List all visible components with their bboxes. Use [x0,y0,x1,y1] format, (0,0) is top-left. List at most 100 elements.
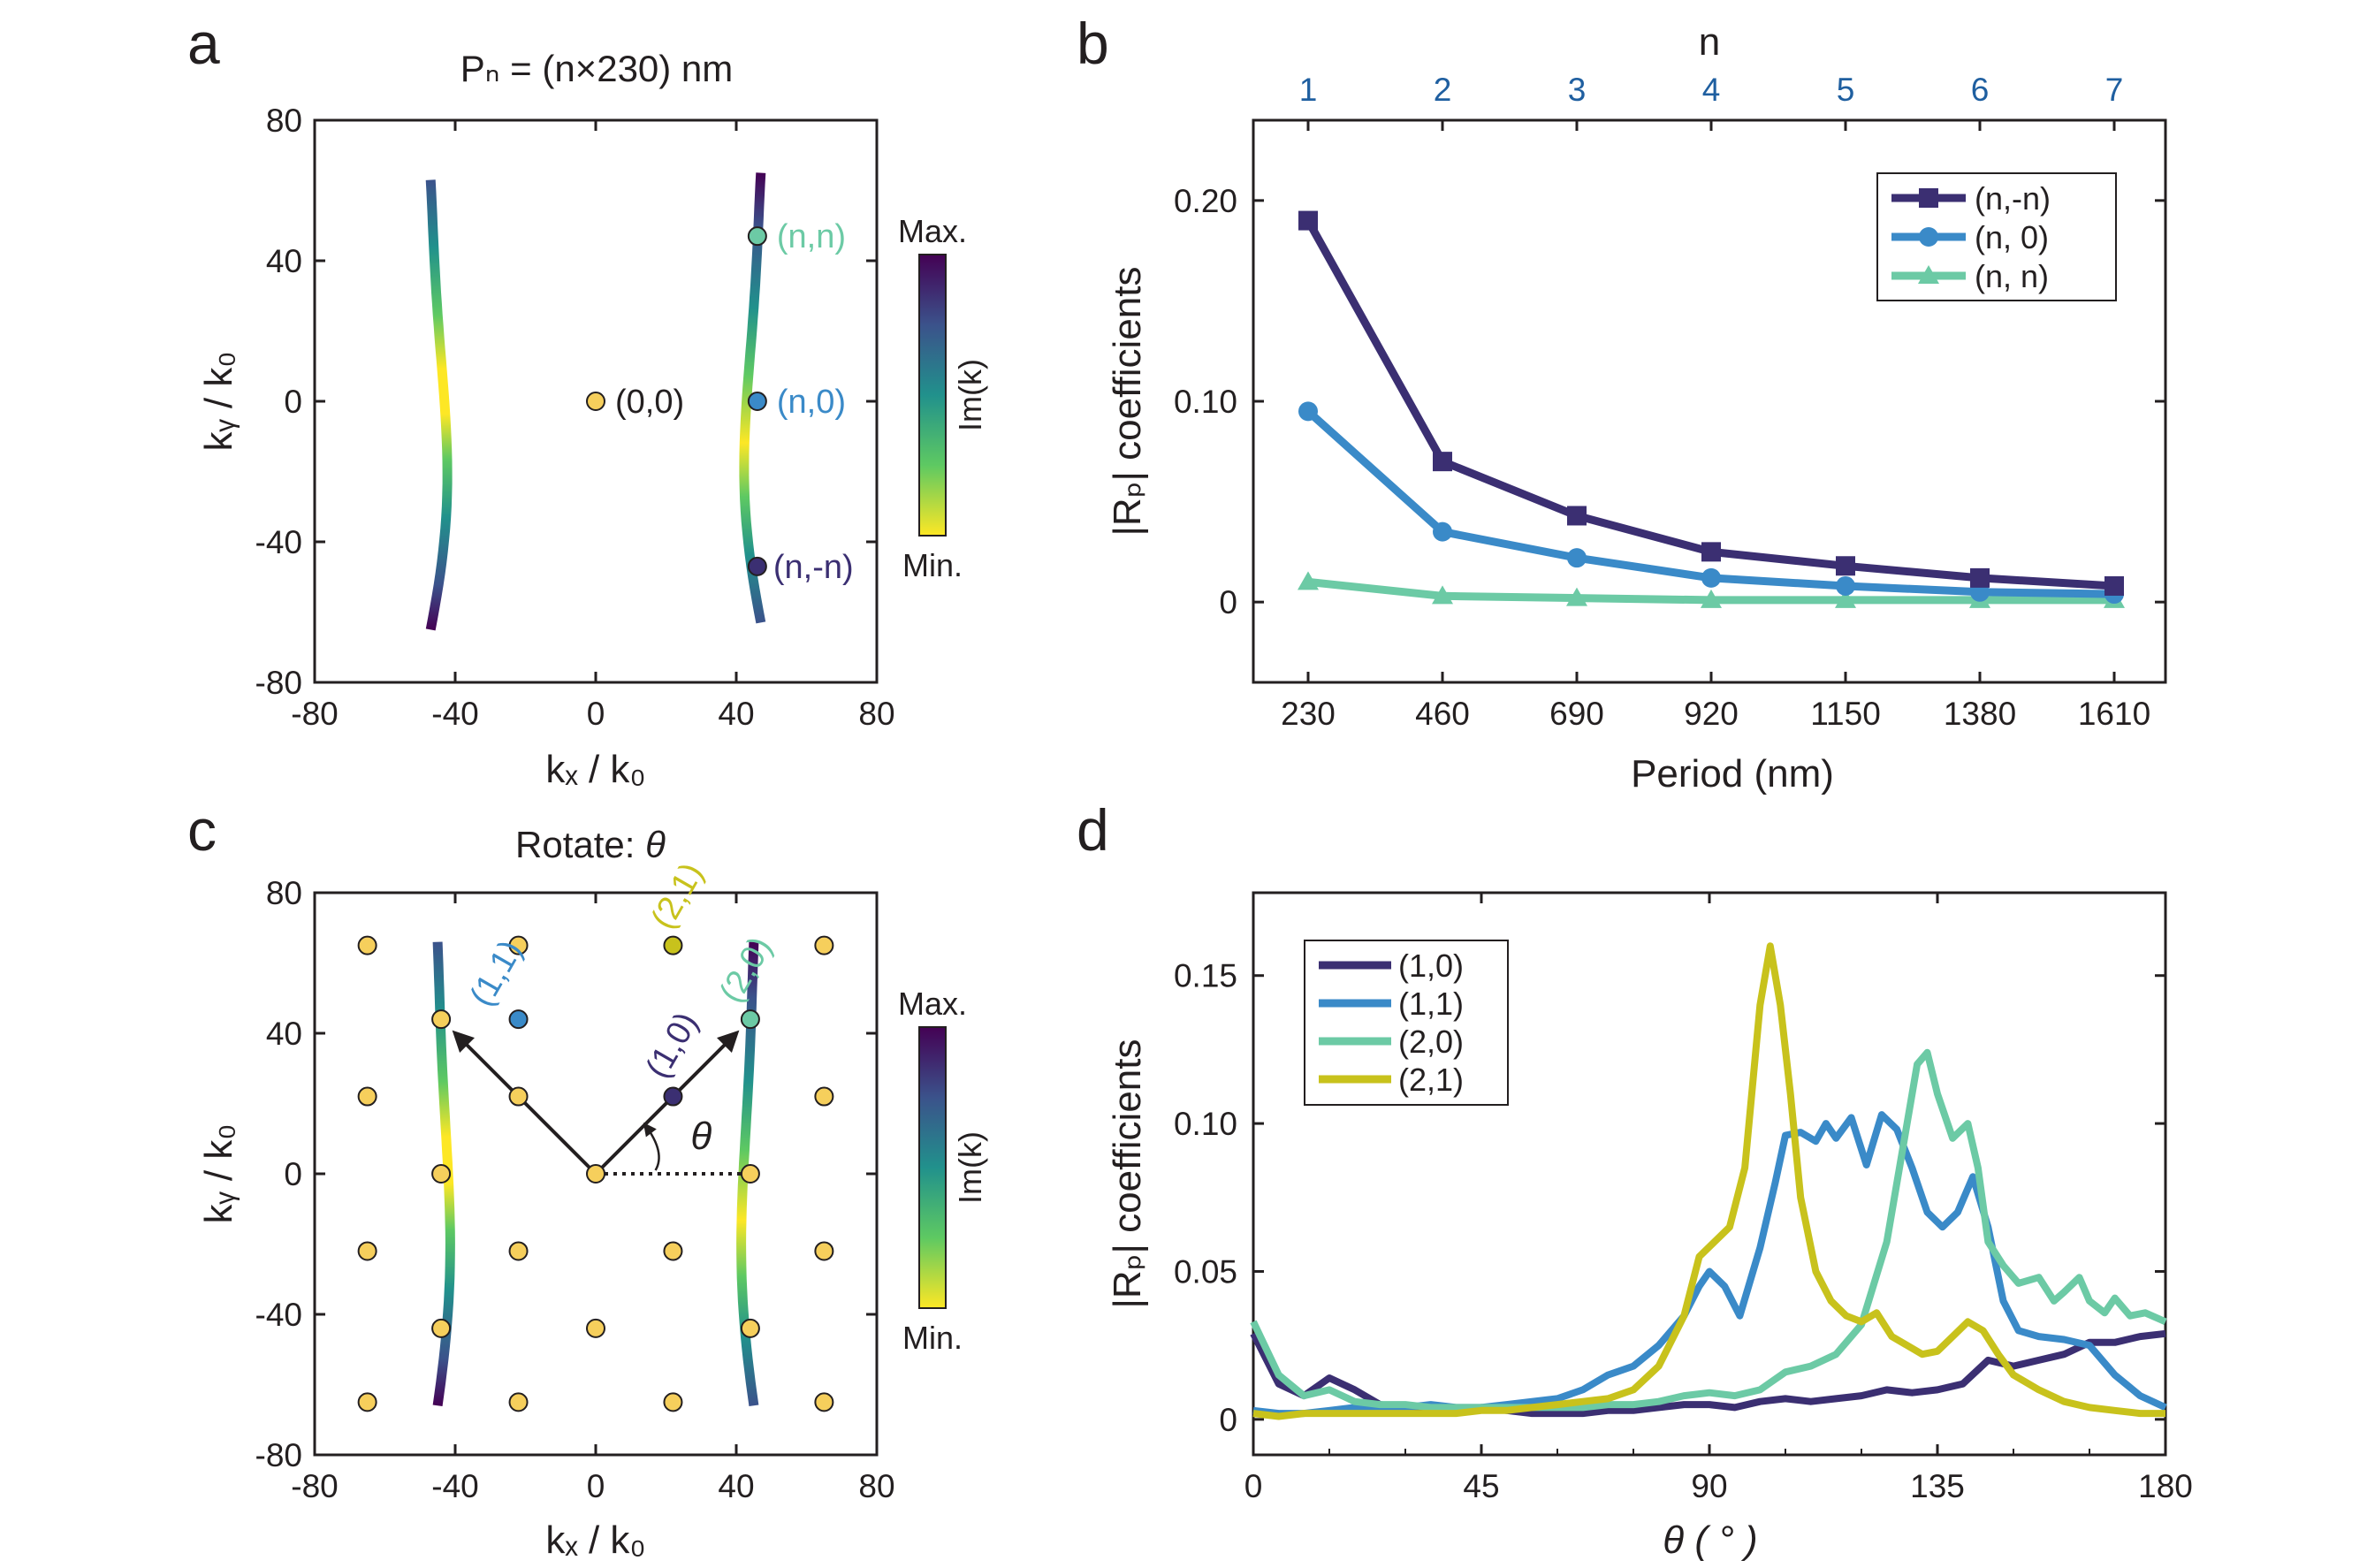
a-x-tick-label: 80 [858,696,894,732]
panel-b-marker-square [2104,575,2124,596]
a-y-tick-label: -40 [255,524,302,560]
panel-a-point-label: (n,0) [777,384,846,421]
panel-a-x-ticks: -80 -40 0 40 80 [291,120,895,732]
panel-b-x-ticks: 230 460 690 920 1150 1380 1610 [1281,672,2150,732]
panel-b-top-tick-label: 1 [1299,72,1318,108]
panel-a-points: (0,0) (n,n) (n,0) (n,-n) [586,218,854,586]
panel-c-lattice-point [663,1392,683,1412]
a-x-tick-label: 40 [718,696,754,732]
panel-d-x-tick-label: 45 [1463,1468,1499,1504]
panel-c-vector-b2 [452,1030,597,1176]
panel-b-marker-circle [1567,548,1587,568]
panel-d-series-line [1250,1048,2167,1412]
panel-b-top-tick-label: 2 [1434,72,1452,108]
panel-b-x-tick-label: 1610 [2078,696,2150,732]
panel-b-y-tick-label: 0.20 [1174,183,1237,219]
panel-b-y-label: |Rₚ| coefficients [1106,266,1149,536]
panel-a-point [747,226,767,247]
panel-c: c Rotate: θ -80 -40 0 40 80 -80 -40 0 40 80 kₓ /… [187,797,988,1562]
panel-d-x-label: θ ( ° ) [1663,1519,1757,1562]
panel-d: d 0 45 90 135 180 0 0.05 0.10 0.15 θ ( ° ) |Rₚ|… [1077,797,2193,1562]
panel-d-series [1250,942,2167,1420]
a-y-tick-label: 80 [266,103,302,139]
panel-b-x-tick-label: 230 [1281,696,1336,732]
panel-b-marker-circle [1836,575,1855,596]
panel-b-marker-circle [1701,567,1721,588]
panel-b-legend-marker [1919,227,1938,247]
panel-c-lattice-point [663,935,683,955]
panel-c-lattice-point [357,1086,377,1107]
panel-a-x-label: kₓ / k₀ [545,748,645,791]
panel-b-series [1298,210,2125,608]
panel-b-legend-label: (n, 0) [1975,219,2049,255]
panel-b-marker-square [1836,556,1855,576]
panel-c-order-label: (2,1) [644,856,711,935]
panel-a-left-iso-curve [425,179,453,631]
panel-c-colorbar-label: Im(k) [952,1131,988,1204]
panel-d-y-tick-label: 0.15 [1174,958,1237,994]
panel-b-x-tick-label: 1380 [1944,696,2016,732]
a-y-tick-label: 0 [284,384,302,420]
panel-c-order-label: (2,0) [712,931,779,1009]
panel-b-top-tick-label: 6 [1971,72,1990,108]
panel-b-x-tick-label: 920 [1684,696,1739,732]
panel-d-legend-label: (2,1) [1398,1062,1464,1098]
c-y-tick-label: 80 [266,875,302,911]
panel-d-y-tick-label: 0.10 [1174,1106,1237,1142]
panel-b-x-tick-label: 460 [1415,696,1470,732]
c-y-tick-label: 40 [266,1016,302,1052]
c-y-tick-label: -80 [255,1437,302,1473]
panel-d-x-ticks: 0 45 90 135 180 [1244,893,2193,1504]
panel-a: a Pₙ = (n×230) nm -80 -40 0 40 80 -80 -40 0 40 8… [187,11,988,791]
panel-b-marker-triangle [1298,571,1319,590]
panel-b-marker-square [1970,567,1990,588]
panel-b-marker-triangle [1701,589,1722,608]
c-x-tick-label: 0 [587,1468,605,1504]
panel-d-y-ticks: 0 0.05 0.10 0.15 [1174,958,2165,1438]
panel-b-marker-circle [1433,521,1452,542]
panel-b-y-ticks: 0 0.10 0.20 [1174,183,2165,620]
panel-b-top-tick-label: 5 [1837,72,1855,108]
panel-c-lattice-point [586,1164,605,1184]
panel-b-legend: (n,-n)(n, 0)(n, n) [1876,172,2117,301]
panel-a-point [586,392,605,411]
panel-d-y-tick-label: 0 [1219,1402,1237,1438]
c-y-tick-label: -40 [255,1297,302,1333]
panel-c-lattice-point [814,935,834,955]
panel-d-legend-label: (1,1) [1398,986,1464,1022]
panel-c-lattice-point [357,1392,377,1412]
panel-b-top-ticks: 1 2 3 4 5 6 7 [1299,72,2123,131]
panel-a-y-ticks: -80 -40 0 40 80 [255,103,877,701]
panel-d-series-line [1252,942,2165,1420]
c-x-tick-label: 80 [858,1468,894,1504]
panel-b: b n 1 2 3 4 5 6 7 230 460 690 920 1150 1380 1610 0 0.… [1077,11,2167,795]
panel-c-y-label: kᵧ / k₀ [197,1123,240,1223]
panel-a-y-label: kᵧ / k₀ [197,351,240,451]
panel-d-x-tick-label: 90 [1691,1468,1727,1504]
panel-a-point [747,392,767,411]
c-x-tick-label: 40 [718,1468,754,1504]
panel-a-colorbar-max: Max. [898,213,967,249]
panel-b-marker-square [1567,506,1587,526]
panel-c-title-theta: θ [645,824,666,865]
panel-b-marker-circle [1298,401,1318,422]
panel-c-angle-arc [643,1122,660,1171]
a-x-tick-label: 0 [587,696,605,732]
panel-c-lattice-point [508,1392,529,1412]
panel-c-title-text: Rotate: [515,824,645,865]
panel-d-y-tick-label: 0.05 [1174,1253,1237,1290]
panel-c-lattice-point [508,1009,529,1030]
panel-c-lattice-point [814,1241,834,1261]
panel-a-point-label: (0,0) [615,384,684,421]
panel-b-marker-square [1298,210,1318,231]
panel-c-lattice-point [357,935,377,955]
panel-c-lattice-point [663,1086,683,1107]
panel-b-x-label: Period (nm) [1631,752,1834,795]
panel-c-lattice-point [663,1241,683,1261]
c-x-tick-label: -80 [291,1468,338,1504]
panel-b-y-tick-label: 0.10 [1174,384,1237,420]
panel-b-marker-triangle [1432,585,1453,605]
a-y-tick-label: -80 [255,665,302,701]
panel-d-x-tick-label: 135 [1910,1468,1965,1504]
